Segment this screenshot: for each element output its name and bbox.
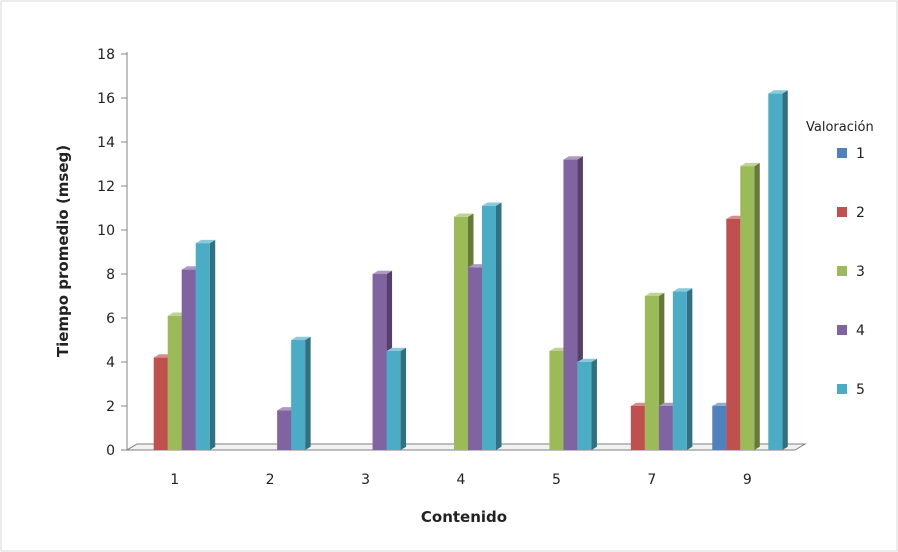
legend-swatch xyxy=(837,266,847,276)
x-axis-title: Contenido xyxy=(421,508,507,526)
bar-top xyxy=(563,156,583,160)
bar-front xyxy=(153,357,168,450)
bar-front xyxy=(630,406,645,450)
bar-top xyxy=(482,202,502,206)
y-tick-label: 16 xyxy=(97,91,115,107)
bar-front xyxy=(577,362,592,450)
bar xyxy=(195,239,216,450)
legend-swatch xyxy=(837,207,847,217)
bar-front xyxy=(195,243,210,450)
bar-front xyxy=(468,267,482,450)
y-tick-label: 6 xyxy=(106,311,115,327)
bar-front xyxy=(644,296,659,450)
bar-front xyxy=(482,205,496,450)
bar-front xyxy=(167,315,182,450)
bar-side xyxy=(686,288,693,450)
x-tick-label: 3 xyxy=(361,472,370,488)
y-tick-label: 10 xyxy=(97,223,115,239)
y-tick-label: 12 xyxy=(97,179,115,195)
y-tick-label: 8 xyxy=(106,267,115,283)
bar-top xyxy=(577,358,597,362)
legend-swatch xyxy=(837,325,847,335)
y-tick-label: 18 xyxy=(97,47,115,63)
bar-top xyxy=(291,336,311,340)
bar-top xyxy=(372,270,393,274)
bar-front xyxy=(549,351,564,450)
legend-entry-label: 5 xyxy=(856,382,865,398)
bar-front xyxy=(181,269,196,450)
bar-top xyxy=(454,213,474,217)
legend: Valoración 1 2 3 4 5 xyxy=(806,120,874,398)
bar-side xyxy=(782,90,788,451)
bar-side xyxy=(496,202,502,450)
bar-top xyxy=(644,292,665,296)
bar xyxy=(291,336,311,450)
bar-front xyxy=(563,159,578,450)
x-tick-label: 4 xyxy=(457,472,466,488)
legend-title: Valoración xyxy=(806,120,874,135)
bar xyxy=(386,347,407,450)
bar-front xyxy=(768,93,783,450)
bar-side xyxy=(754,162,760,450)
bar-top xyxy=(768,90,788,94)
bar-side xyxy=(209,239,216,450)
bar xyxy=(482,202,502,450)
x-tick-label: 7 xyxy=(647,472,656,488)
bar xyxy=(577,358,597,450)
x-tick-label: 9 xyxy=(743,472,752,488)
legend-entry-label: 4 xyxy=(856,323,865,339)
x-tick-label: 2 xyxy=(266,472,275,488)
bar-top xyxy=(386,347,407,351)
x-tick-label: 1 xyxy=(170,472,179,488)
bar-top xyxy=(672,288,693,292)
x-tick-label: 5 xyxy=(552,472,561,488)
bar-side xyxy=(305,336,311,450)
bar-front xyxy=(291,340,306,450)
legend-entry-label: 1 xyxy=(856,146,865,162)
bar-side xyxy=(400,347,407,450)
y-tick-label: 0 xyxy=(106,443,115,459)
bars xyxy=(153,90,788,451)
bar-front xyxy=(454,216,468,450)
bar-front xyxy=(386,351,401,450)
bar-front xyxy=(277,410,292,450)
bar-front xyxy=(372,274,387,450)
legend-entry-label: 3 xyxy=(856,264,865,280)
bar xyxy=(740,162,760,450)
bar-front xyxy=(740,166,755,450)
y-tick-label: 2 xyxy=(106,399,115,415)
bar-front xyxy=(712,406,727,450)
y-tick-label: 14 xyxy=(97,135,115,151)
bar xyxy=(672,288,693,450)
bar-top xyxy=(740,162,760,167)
legend-swatch xyxy=(837,148,847,158)
bar-side xyxy=(591,358,597,450)
legend-swatch xyxy=(837,384,847,394)
bar xyxy=(768,90,788,451)
bar-front xyxy=(726,219,741,450)
bar-front xyxy=(658,406,673,450)
y-axis-title: Tiempo promedio (mseg) xyxy=(54,145,72,357)
legend-entry-label: 2 xyxy=(856,205,865,221)
y-tick-label: 4 xyxy=(106,355,115,371)
bar-front xyxy=(672,291,687,450)
bar-top xyxy=(195,239,216,244)
